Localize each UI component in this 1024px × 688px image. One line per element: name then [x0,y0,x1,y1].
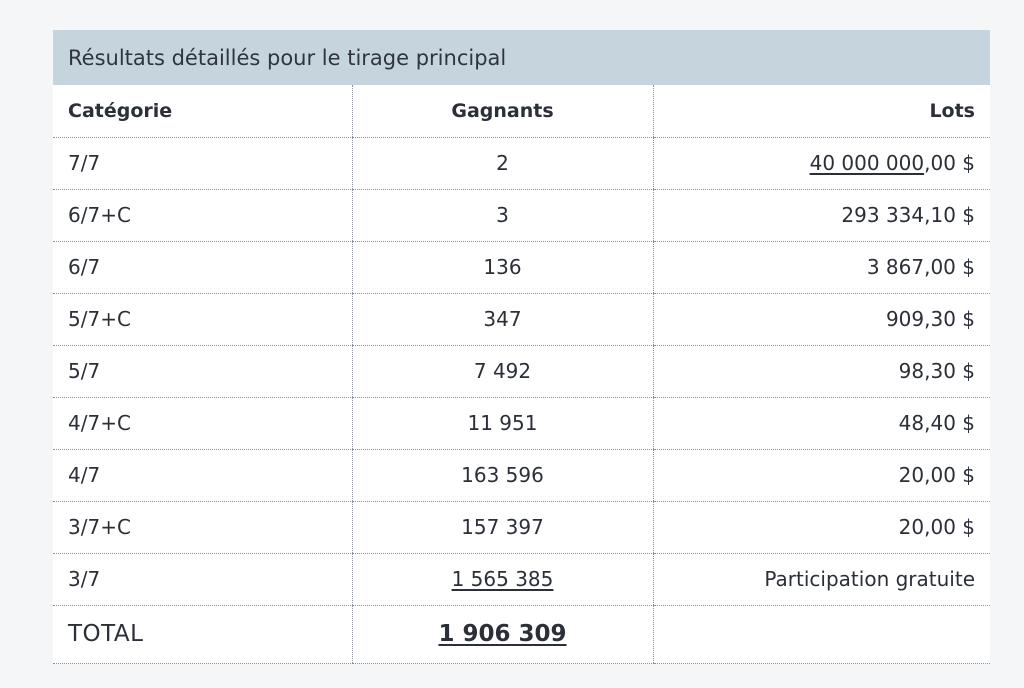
category-cell: 4/7+C [53,397,352,450]
category-cell: 7/7 [53,137,352,190]
table-row: 4/7 163 596 20,00 $ [53,449,990,502]
winners-link[interactable]: 1 565 385 [451,567,554,591]
prize-cell: 40 000 000,00 $ [652,137,990,190]
jackpot-link[interactable]: 40 000 000 [809,151,925,175]
header-category: Catégorie [53,85,352,138]
table-caption: Résultats détaillés pour le tirage princ… [53,30,990,85]
winners-cell: 1 565 385 [351,553,653,606]
category-cell: 3/7+C [53,501,352,554]
total-label: TOTAL [53,605,352,664]
prize-cell: 909,30 $ [652,293,990,346]
winners-cell: 3 [351,189,653,242]
table-row: 5/7 7 492 98,30 $ [53,345,990,398]
table-row: 6/7+C 3 293 334,10 $ [53,189,990,242]
winners-cell: 157 397 [351,501,653,554]
winners-cell: 163 596 [351,449,653,502]
total-prize-cell [652,605,990,664]
winners-cell: 347 [351,293,653,346]
winners-cell: 7 492 [351,345,653,398]
category-cell: 6/7 [53,241,352,294]
category-cell: 5/7 [53,345,352,398]
table-row: 3/7 1 565 385 Participation gratuite [53,553,990,606]
category-cell: 3/7 [53,553,352,606]
category-cell: 5/7+C [53,293,352,346]
table-row: 7/7 2 40 000 000,00 $ [53,137,990,190]
prize-cell: 98,30 $ [652,345,990,398]
table-row: 4/7+C 11 951 48,40 $ [53,397,990,450]
prize-cell: Participation gratuite [652,553,990,606]
winners-cell: 2 [351,137,653,190]
winners-cell: 136 [351,241,653,294]
table-row: 5/7+C 347 909,30 $ [53,293,990,346]
results-panel: Résultats détaillés pour le tirage princ… [53,30,990,664]
prize-cell: 3 867,00 $ [652,241,990,294]
total-row: TOTAL 1 906 309 [53,605,990,664]
category-cell: 6/7+C [53,189,352,242]
total-winners-cell: 1 906 309 [351,605,653,664]
header-prizes: Lots [652,85,990,138]
prize-cell: 20,00 $ [652,449,990,502]
total-winners-link[interactable]: 1 906 309 [438,621,567,647]
prize-cell: 293 334,10 $ [652,189,990,242]
prize-cents: ,00 $ [924,151,975,175]
results-table: Catégorie Gagnants Lots 7/7 2 40 000 000… [53,85,990,664]
category-cell: 4/7 [53,449,352,502]
header-winners: Gagnants [351,85,653,138]
header-row: Catégorie Gagnants Lots [53,85,990,138]
table-row: 6/7 136 3 867,00 $ [53,241,990,294]
prize-cell: 48,40 $ [652,397,990,450]
winners-cell: 11 951 [351,397,653,450]
prize-cell: 20,00 $ [652,501,990,554]
table-row: 3/7+C 157 397 20,00 $ [53,501,990,554]
